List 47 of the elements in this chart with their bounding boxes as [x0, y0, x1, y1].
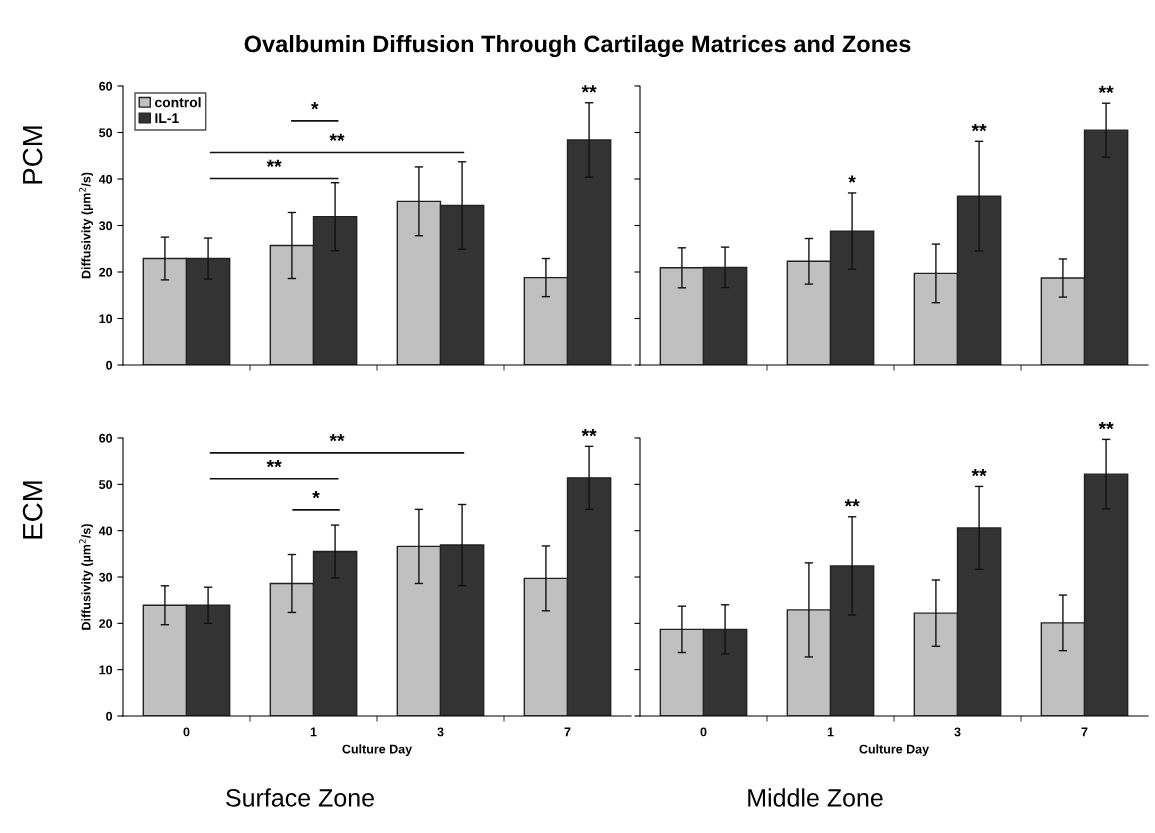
annotation: **: [329, 434, 345, 442]
legend-label: IL-1: [155, 113, 179, 123]
x-tick-label: 1: [310, 727, 317, 737]
text: ECM: [22, 481, 43, 539]
text: **: [1098, 421, 1114, 430]
annotation: **: [971, 123, 987, 132]
y-axis-title: Diffusivity (µm$^{2}$/s): [79, 524, 93, 630]
y-tick-label: 40: [98, 526, 113, 536]
annotation: **: [1098, 85, 1114, 94]
x-axis-title: Culture Day: [342, 744, 413, 756]
y-tick-label: 60: [99, 433, 113, 443]
chart-title: Ovalbumin Diffusion Through Cartilage Matrices and Zones: [244, 35, 911, 58]
y-tick-label: 10: [99, 665, 113, 675]
text: PCM: [22, 126, 43, 184]
x-tick-label: 7: [1081, 727, 1088, 737]
y-tick-label: 30: [98, 572, 113, 582]
annotation: *: [311, 102, 319, 110]
annotation: *: [848, 175, 856, 183]
legend-label: control: [155, 97, 201, 108]
y-tick-label: 0: [106, 711, 113, 721]
annotation: **: [844, 499, 860, 507]
x-axis-title: Culture Day: [859, 744, 930, 756]
x-tick-label: 0: [183, 727, 190, 737]
x-tick-label: 3: [437, 727, 444, 737]
y-tick-label: 10: [99, 314, 113, 324]
x-tick-label: 7: [564, 727, 571, 737]
annotation: **: [971, 469, 987, 477]
annotation: **: [329, 133, 345, 141]
x-tick-label: 1: [827, 727, 834, 737]
y-tick-label: 60: [99, 81, 113, 91]
y-tick-label: 40: [98, 174, 113, 184]
y-axis-title: Diffusivity (µm$^{2}$/s): [79, 172, 93, 279]
annotation: **: [581, 85, 597, 93]
x-tick-label: 0: [700, 727, 707, 737]
y-tick-label: 20: [99, 267, 113, 277]
annotation: *: [312, 491, 320, 499]
annotation: **: [266, 159, 282, 167]
y-tick-label: 50: [99, 480, 113, 489]
text: Middle Zone: [748, 788, 883, 807]
y-tick-label: 30: [98, 221, 113, 231]
x-tick-label: 3: [954, 727, 961, 737]
y-tick-label: 0: [106, 360, 113, 370]
annotation: **: [266, 459, 282, 468]
y-tick-label: 20: [99, 619, 113, 628]
y-tick-label: 50: [99, 128, 113, 138]
text: **: [581, 428, 597, 437]
text: Surface Zone: [226, 788, 374, 807]
